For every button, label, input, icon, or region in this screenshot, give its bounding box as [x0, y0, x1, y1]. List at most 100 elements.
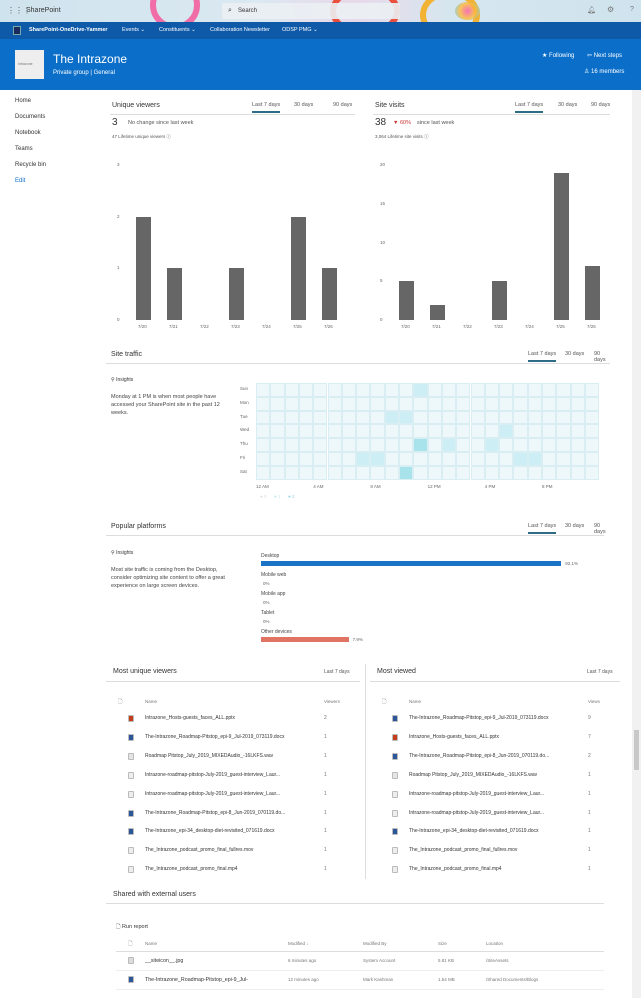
col-header[interactable]: Modified ↓ [288, 941, 309, 946]
file-count: 1 [324, 752, 327, 759]
tab-90-days[interactable]: 90 days [333, 102, 353, 108]
heatmap-cell [327, 438, 342, 452]
file-name[interactable]: The_Intrazone_podcast_promo_final_fullre… [145, 847, 254, 854]
metric-change: No change since last week [128, 120, 194, 126]
heatmap-cell [513, 383, 528, 397]
shared-cell: Mark Kashman [363, 977, 394, 982]
col-header[interactable]: Size [438, 941, 447, 946]
file-count: 1 [588, 847, 591, 854]
divider [116, 989, 604, 990]
file-name[interactable]: Intrazone_Hosts-guests_faces_ALL.pptx [409, 733, 500, 740]
divider [116, 951, 604, 952]
file-name[interactable]: Intrazone-roadmap-pitstop-July-2019_gues… [409, 790, 545, 797]
heatmap-cell [356, 438, 371, 452]
insights-text: Most site traffic is coming from the Des… [111, 567, 225, 589]
nav-teams[interactable]: Teams [15, 146, 33, 152]
nav-home[interactable]: Home [15, 98, 32, 104]
tab-90-days[interactable]: 90 days [594, 351, 606, 363]
tab-30-days[interactable]: 30 days [565, 523, 585, 529]
members-button[interactable]: ♙ 16 members [584, 69, 625, 75]
file-name[interactable]: The_Intrazone_podcast_promo_final.mp4 [145, 866, 238, 873]
file-count: 1 [324, 809, 327, 816]
app-launcher-icon[interactable]: ⋮⋮⋮ [7, 6, 31, 15]
file-name[interactable]: The-Intrazone_Roadmap-Pitstop_epi-9_Jul-… [145, 733, 285, 740]
scrollbar-thumb[interactable] [634, 730, 639, 770]
next-steps-button[interactable]: ⇦ Next steps [587, 53, 623, 59]
y-tick-label: 20 [380, 162, 386, 167]
heatmap-cell [470, 396, 485, 411]
legend-item: ● 0 [260, 493, 267, 499]
platform-label: Tablet [261, 610, 275, 616]
tab-30-days[interactable]: 30 days [565, 351, 585, 357]
file-name[interactable]: Roadmap Pitstop_July_2019_MIXEDAudio_-16… [409, 771, 538, 778]
heatmap-cell [456, 465, 471, 480]
heatmap-cell [527, 396, 542, 411]
file-icon: 🗋 [128, 941, 133, 947]
tab-30-days[interactable]: 30 days [558, 102, 578, 108]
file-name[interactable]: The-Intrazone_Roadmap-Pitstop_epi-8_Jun-… [409, 752, 550, 759]
file-vid-icon [392, 809, 398, 817]
help-icon[interactable]: ? [630, 6, 634, 13]
card-title: Unique viewers [112, 102, 160, 109]
heatmap-cell [399, 383, 414, 397]
shared-cell: /SiteAssets [486, 958, 509, 963]
nav-constituents[interactable]: Constituents ⌄ [159, 27, 196, 33]
heatmap-cell [413, 465, 428, 480]
heatmap-cell [456, 396, 471, 411]
gear-icon[interactable]: ⚙ [607, 5, 615, 14]
file-name[interactable]: The-Intrazone_epi-34_desktop-diet-revisi… [409, 828, 539, 835]
file-name[interactable]: Roadmap Pitstop_July_2019_MIXEDAudio_-16… [145, 752, 274, 759]
file-name[interactable]: Intrazone_Hosts-guests_faces_ALL.pptx [145, 715, 236, 721]
nav-newsletter[interactable]: Collaboration Newsletter [210, 27, 270, 33]
search-input[interactable]: ⌕ Search [222, 3, 400, 19]
app-name[interactable]: SharePoint [26, 7, 61, 14]
file-name[interactable]: The_Intrazone_podcast_promo_final_fullre… [409, 847, 518, 854]
heatmap-cell [542, 396, 557, 411]
heatmap-cell [484, 438, 500, 452]
file-name[interactable]: The-Intrazone_Roadmap-Pitstop_epi-9_Jul-… [409, 715, 549, 721]
scrollbar[interactable] [632, 90, 641, 998]
tab-90-days[interactable]: 90 days [591, 102, 611, 108]
file-name[interactable]: The-Intrazone_Roadmap-Pitstop_epi-8_Jun-… [145, 809, 286, 816]
heatmap-cell [270, 452, 285, 466]
heatmap-cell [556, 410, 571, 425]
file-name[interactable]: Intrazone-roadmap-pitstop-July-2019_gues… [145, 771, 281, 778]
site-header: Intrazone The Intrazone Private group | … [0, 39, 641, 90]
site-title[interactable]: The Intrazone [53, 52, 128, 66]
col-name: Name [145, 699, 158, 704]
platform-bar-4 [261, 637, 349, 642]
nav-notebook[interactable]: Notebook [15, 130, 41, 136]
tab-last-7-days[interactable]: Last 7 days [252, 102, 281, 113]
tab-last-7-days[interactable]: Last 7 days [528, 523, 557, 534]
file-name[interactable]: The-Intrazone_epi-34_desktop-diet-revisi… [145, 828, 275, 835]
following-button[interactable]: ★ Following [542, 53, 575, 59]
col-header[interactable]: Name [145, 941, 158, 946]
run-report-button[interactable]: 🗋 Run report [116, 924, 148, 930]
nav-events[interactable]: Events ⌄ [122, 27, 145, 33]
shared-cell: /Shared Documents/Blogs [486, 977, 539, 982]
heatmap-cell [427, 424, 442, 439]
nav-recycle-bin[interactable]: Recycle bin [15, 162, 47, 168]
tab-30-days[interactable]: 30 days [294, 102, 314, 108]
file-name[interactable]: Intrazone-roadmap-pitstop-July-2019_gues… [145, 790, 281, 797]
most-viewed-table: Most viewed Last 7 days 🗋 Name Views The-In… [370, 664, 625, 879]
file-doc-icon [392, 828, 398, 836]
heatmap-cell [384, 465, 399, 480]
tab-last-7-days[interactable]: Last 7 days [515, 102, 544, 113]
bar-7/23 [229, 268, 244, 320]
nav-odsp-pmg[interactable]: ODSP PMG ⌄ [282, 27, 318, 33]
heatmap-cell [513, 424, 528, 439]
hub-name[interactable]: SharePoint-OneDrive-Yammer [29, 27, 108, 33]
file-aud-icon [128, 752, 134, 760]
tab-90-days[interactable]: 90 days [594, 523, 606, 535]
file-name[interactable]: Intrazone-roadmap-pitstop-July-2019_gues… [409, 809, 545, 816]
col-header[interactable]: Location [486, 941, 504, 946]
col-header[interactable]: Modified By [363, 941, 387, 946]
nav-edit[interactable]: Edit [15, 178, 26, 184]
heatmap-cell [456, 410, 471, 425]
bell-icon[interactable]: 🔔︎ [587, 7, 596, 14]
shared-external-section: Shared with external users 🗋 Run report … [106, 888, 610, 998]
tab-last-7-days[interactable]: Last 7 days [528, 351, 557, 362]
nav-documents[interactable]: Documents [15, 114, 46, 120]
file-name[interactable]: The_Intrazone_podcast_promo_final.mp4 [409, 866, 502, 873]
